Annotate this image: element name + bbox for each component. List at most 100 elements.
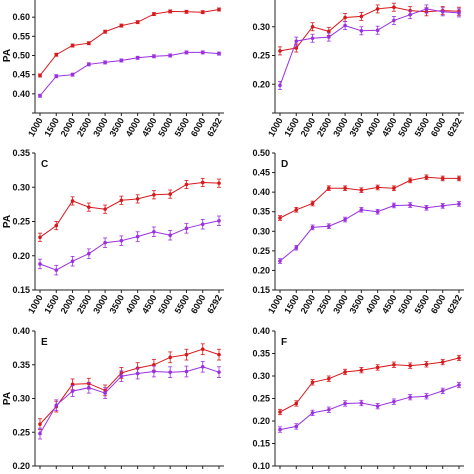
x-tick-label: 6292 xyxy=(445,116,464,138)
x-tick-label: 1000 xyxy=(266,293,285,315)
x-tick-label: 5500 xyxy=(173,116,192,138)
x-tick-label: 6292 xyxy=(205,293,224,315)
data-point xyxy=(327,29,331,34)
y-tick-label: 0.30 xyxy=(252,226,270,236)
data-point xyxy=(54,268,59,272)
data-point xyxy=(392,186,396,191)
data-point xyxy=(87,205,91,209)
x-tick-label: 6000 xyxy=(189,116,208,138)
panel-5: 0.20 0.25 0.30 0.35 0.40 E PA xyxy=(2,326,224,471)
y-tick-label: 0.40 xyxy=(12,326,30,336)
series-1 xyxy=(38,177,221,242)
series-line xyxy=(279,203,460,262)
x-tick-label: 3000 xyxy=(91,293,110,315)
data-point xyxy=(184,50,189,55)
data-point xyxy=(359,188,364,192)
data-point xyxy=(54,74,59,78)
series-2 xyxy=(278,381,461,433)
data-point xyxy=(38,235,42,240)
data-point xyxy=(310,24,315,29)
y-tick-label: 0.50 xyxy=(252,148,270,158)
data-point xyxy=(119,198,124,203)
x-tick-label: 5500 xyxy=(413,116,432,138)
data-point xyxy=(152,369,156,374)
data-point xyxy=(135,371,140,376)
x-tick-label: 5000 xyxy=(396,293,415,315)
x-tick-label: 2500 xyxy=(315,293,334,315)
data-point xyxy=(217,219,221,223)
series-1 xyxy=(278,2,461,56)
series-2 xyxy=(278,201,461,264)
data-point xyxy=(278,49,282,53)
data-point xyxy=(152,12,156,16)
data-point xyxy=(392,5,396,9)
data-point xyxy=(424,175,429,180)
y-tick-label: 0.55 xyxy=(12,31,30,41)
data-point xyxy=(392,362,396,367)
data-point xyxy=(375,7,380,11)
data-point xyxy=(152,54,156,59)
x-tick-label: 2000 xyxy=(299,116,318,138)
data-point xyxy=(217,370,221,374)
data-point xyxy=(54,223,59,228)
data-point xyxy=(375,209,380,214)
data-point xyxy=(408,178,412,183)
series-2 xyxy=(38,360,221,440)
y-tick-label: 0.15 xyxy=(252,285,270,295)
data-point xyxy=(168,9,172,14)
data-point xyxy=(408,395,412,399)
panel-3: 0.15 0.20 0.25 0.30 0.35 10001500200025003000… xyxy=(2,148,224,315)
x-tick-label: 4000 xyxy=(364,116,383,138)
data-point xyxy=(343,186,347,191)
x-tick-label: 1000 xyxy=(266,116,285,138)
series-2 xyxy=(38,50,221,98)
data-point xyxy=(392,203,396,208)
series-1 xyxy=(38,343,221,430)
data-point xyxy=(327,224,331,228)
data-point xyxy=(278,410,282,414)
data-point xyxy=(217,51,221,56)
y-tick-label: 0.15 xyxy=(12,285,30,295)
y-tick-label: 0.35 xyxy=(12,360,30,370)
data-point xyxy=(184,182,189,187)
data-point xyxy=(152,229,156,234)
x-tick-label: 4000 xyxy=(124,293,143,315)
data-point xyxy=(119,23,124,28)
data-point xyxy=(278,216,282,220)
data-point xyxy=(184,369,189,374)
data-point xyxy=(119,238,124,243)
y-tick-label: 0.30 xyxy=(12,182,30,192)
data-point xyxy=(135,56,140,60)
data-point xyxy=(168,355,172,360)
panel-label: C xyxy=(41,159,48,170)
series-line xyxy=(279,6,460,52)
data-point xyxy=(70,389,75,393)
y-tick-label: 0.60 xyxy=(12,12,30,22)
data-point xyxy=(38,73,42,78)
data-point xyxy=(38,93,42,98)
data-point xyxy=(152,362,156,367)
data-point xyxy=(87,385,91,390)
data-point xyxy=(424,394,429,399)
data-point xyxy=(327,376,331,381)
y-tick-label: 0.25 xyxy=(12,217,30,227)
y-tick-label: 0.45 xyxy=(252,168,270,178)
x-tick-label: 3000 xyxy=(331,293,350,315)
series-line xyxy=(39,348,220,425)
x-tick-label: 4500 xyxy=(140,116,159,138)
data-point xyxy=(359,401,364,405)
data-point xyxy=(217,181,221,185)
series-1 xyxy=(278,354,461,416)
series-line xyxy=(39,51,220,97)
data-point xyxy=(375,404,380,408)
series-line xyxy=(39,9,220,76)
data-point xyxy=(200,347,205,352)
data-point xyxy=(343,370,347,374)
x-tick-label: 5000 xyxy=(156,293,175,315)
series-1 xyxy=(38,7,221,78)
x-tick-label: 3000 xyxy=(331,116,350,138)
data-point xyxy=(38,431,42,436)
data-point xyxy=(310,411,315,415)
data-point xyxy=(294,245,299,250)
